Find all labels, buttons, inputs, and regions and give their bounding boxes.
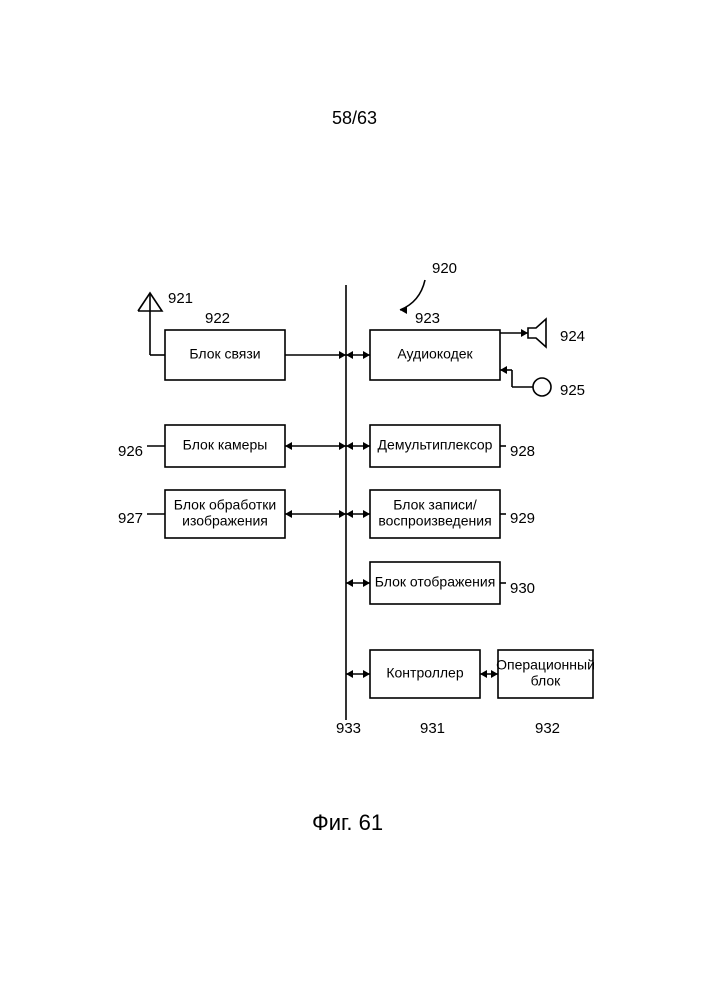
svg-text:Блок камеры: Блок камеры [183, 437, 268, 453]
diagram-canvas: 58/63 Блок связиАудиокодекБлок камерыДем… [0, 0, 707, 1000]
svg-text:Блок отображения: Блок отображения [375, 574, 496, 590]
ref-931: 931 [420, 720, 445, 737]
ref-924: 924 [560, 328, 585, 345]
svg-text:блок: блок [531, 673, 562, 689]
ref-923: 923 [415, 310, 440, 327]
svg-text:изображения: изображения [182, 513, 268, 529]
ref-933: 933 [336, 720, 361, 737]
ref-929: 929 [510, 510, 535, 527]
ref-926: 926 [118, 443, 143, 460]
svg-text:Блок связи: Блок связи [189, 346, 260, 362]
ref-922: 922 [205, 310, 230, 327]
ref-925: 925 [560, 382, 585, 399]
ref-932: 932 [535, 720, 560, 737]
svg-text:Аудиокодек: Аудиокодек [397, 346, 473, 362]
svg-text:Операционный: Операционный [496, 657, 595, 673]
figure-caption: Фиг. 61 [312, 810, 383, 836]
ref-930: 930 [510, 580, 535, 597]
ref-920: 920 [432, 260, 457, 277]
svg-text:воспроизведения: воспроизведения [378, 513, 491, 529]
diagram-svg: Блок связи Аудиокодек Блок камеры Демультип… [0, 0, 707, 1000]
ref-928: 928 [510, 443, 535, 460]
svg-text:Демультиплексор: Демультиплексор [378, 437, 493, 453]
svg-text:Контроллер: Контроллер [386, 665, 463, 681]
ref-921: 921 [168, 290, 193, 307]
svg-text:Блок обработки: Блок обработки [174, 497, 276, 513]
svg-text:Блок записи/: Блок записи/ [393, 497, 477, 513]
ref-927: 927 [118, 510, 143, 527]
